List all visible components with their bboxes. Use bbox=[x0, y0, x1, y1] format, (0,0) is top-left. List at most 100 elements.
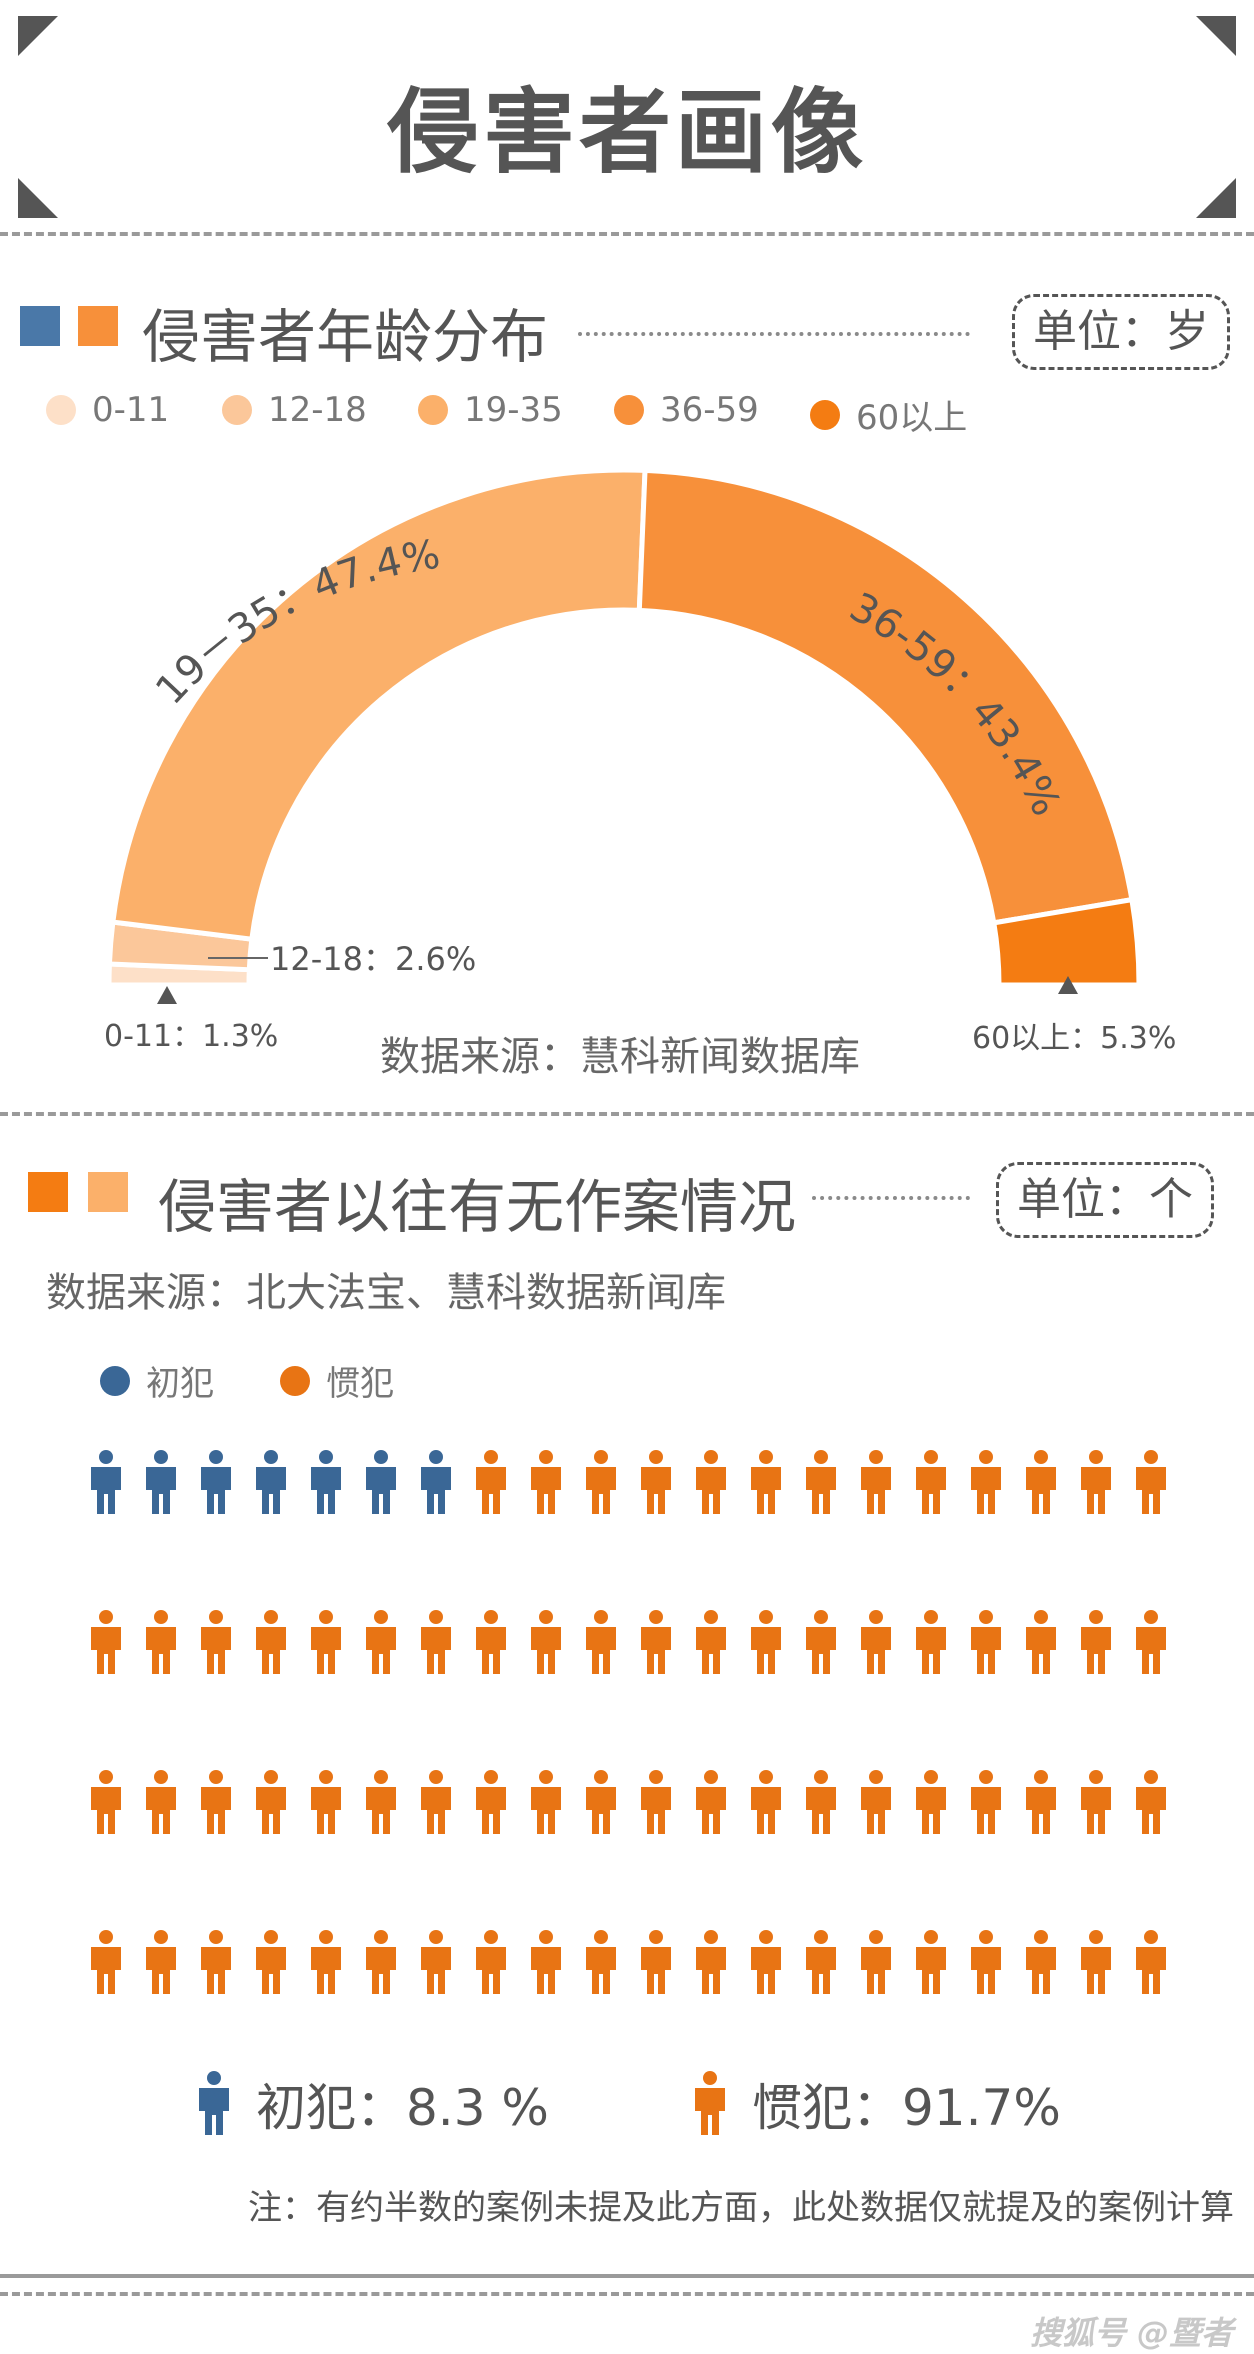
legend-dot bbox=[418, 395, 448, 425]
person-icon-repeat-offender bbox=[366, 1930, 396, 1994]
person-icon-repeat-offender bbox=[751, 1610, 781, 1674]
person-icon-repeat-offender bbox=[751, 1450, 781, 1514]
age-legend-item-1: 12-18 bbox=[222, 390, 367, 430]
legend-label: 初犯 bbox=[146, 1364, 214, 1404]
person-icon-first-offender bbox=[311, 1450, 341, 1514]
person-icon-repeat-offender bbox=[971, 1610, 1001, 1674]
person-icon-repeat-offender bbox=[1081, 1770, 1111, 1834]
person-icon-repeat-offender bbox=[256, 1610, 286, 1674]
slice-label-12-18: 12-18：2.6% bbox=[270, 940, 476, 978]
age-legend-item-2: 19-35 bbox=[418, 390, 563, 430]
corner-top-left bbox=[18, 16, 58, 56]
footnote: 注：有约半数的案例未提及此方面，此处数据仅就提及的案例计算 bbox=[248, 2188, 1234, 2228]
person-icon-repeat-offender bbox=[971, 1450, 1001, 1514]
legend-label: 19-35 bbox=[464, 390, 563, 430]
person-icon-repeat-offender bbox=[421, 1610, 451, 1674]
person-icon-repeat-offender bbox=[641, 1930, 671, 1994]
person-icon-repeat-offender bbox=[916, 1770, 946, 1834]
person-icon-repeat-offender bbox=[146, 1770, 176, 1834]
watermark: 搜狐号 @暨者 bbox=[1030, 2314, 1234, 2352]
corner-bottom-left bbox=[18, 178, 58, 218]
person-icon-repeat-offender bbox=[586, 1610, 616, 1674]
slice-label-60-plus: 60以上：5.3% bbox=[972, 1021, 1176, 1056]
person-icon-repeat-offender bbox=[641, 1450, 671, 1514]
person-icon-repeat-offender bbox=[1081, 1450, 1111, 1514]
header-square-light-orange bbox=[88, 1172, 128, 1212]
person-icon-repeat-offender bbox=[311, 1930, 341, 1994]
marker-0-11 bbox=[157, 986, 177, 1004]
legend-label: 0-11 bbox=[92, 390, 170, 430]
person-icon-repeat-offender bbox=[586, 1450, 616, 1514]
person-icon-repeat-offender bbox=[201, 1770, 231, 1834]
person-icon-repeat-offender bbox=[1081, 1930, 1111, 1994]
corner-top-right bbox=[1196, 16, 1236, 56]
person-icon-repeat-offender bbox=[861, 1610, 891, 1674]
person-icon-repeat-offender bbox=[531, 1610, 561, 1674]
person-icon-repeat-offender bbox=[1026, 1450, 1056, 1514]
age-semi-donut-chart: 19－35：47.4% 36-59：43.4% 12-18：2.6% 0-11：… bbox=[104, 467, 1176, 1056]
age-section-title: 侵害者年龄分布 bbox=[142, 303, 549, 371]
person-icon-repeat-offender bbox=[256, 1930, 286, 1994]
divider-middle bbox=[0, 1112, 1254, 1116]
person-icon-blue bbox=[199, 2071, 229, 2135]
summary-first-text: 初犯：8.3 % bbox=[256, 2079, 549, 2137]
dotted-leader bbox=[812, 1196, 970, 1200]
person-icon-repeat-offender bbox=[696, 1450, 726, 1514]
person-icon-first-offender bbox=[421, 1450, 451, 1514]
person-icon-repeat-offender bbox=[861, 1450, 891, 1514]
person-icon-repeat-offender bbox=[311, 1770, 341, 1834]
header-square-orange bbox=[78, 306, 118, 346]
person-icon-repeat-offender bbox=[91, 1770, 121, 1834]
person-icon-repeat-offender bbox=[531, 1770, 561, 1834]
person-icon-repeat-offender bbox=[476, 1610, 506, 1674]
person-icon-repeat-offender bbox=[1026, 1770, 1056, 1834]
person-icon-repeat-offender bbox=[1026, 1930, 1056, 1994]
person-icon-repeat-offender bbox=[476, 1770, 506, 1834]
person-icon-repeat-offender bbox=[366, 1770, 396, 1834]
person-icon-repeat-offender bbox=[641, 1770, 671, 1834]
divider-top bbox=[0, 232, 1254, 236]
person-icon-repeat-offender bbox=[971, 1930, 1001, 1994]
person-icon-repeat-offender bbox=[531, 1450, 561, 1514]
legend-label: 60以上 bbox=[856, 398, 968, 438]
age-legend-item-3: 36-59 bbox=[614, 390, 759, 430]
corner-bottom-right bbox=[1196, 178, 1236, 218]
header-square-dark-orange bbox=[28, 1172, 68, 1212]
page-title: 侵害者画像 bbox=[386, 79, 867, 186]
age-source: 数据来源：慧科新闻数据库 bbox=[380, 1034, 860, 1080]
person-icon-repeat-offender bbox=[861, 1770, 891, 1834]
record-section-title: 侵害者以往有无作案情况 bbox=[158, 1173, 797, 1241]
person-icon-repeat-offender bbox=[806, 1610, 836, 1674]
person-icon-repeat-offender bbox=[146, 1930, 176, 1994]
person-icon-repeat-offender bbox=[586, 1770, 616, 1834]
offender-pictogram bbox=[91, 1450, 1166, 1994]
legend-label: 36-59 bbox=[660, 390, 759, 430]
legend-dot bbox=[46, 395, 76, 425]
person-icon-repeat-offender bbox=[1136, 1770, 1166, 1834]
age-legend-item-0: 0-11 bbox=[46, 390, 169, 430]
legend-dot bbox=[222, 395, 252, 425]
person-icon-repeat-offender bbox=[916, 1450, 946, 1514]
person-icon-repeat-offender bbox=[201, 1610, 231, 1674]
legend-label: 惯犯 bbox=[326, 1364, 394, 1404]
person-icon-repeat-offender bbox=[1081, 1610, 1111, 1674]
legend-dot bbox=[280, 1365, 310, 1396]
header-square-blue bbox=[20, 306, 60, 346]
person-icon-repeat-offender bbox=[696, 1930, 726, 1994]
person-icon-repeat-offender bbox=[1136, 1930, 1166, 1994]
person-icon-repeat-offender bbox=[311, 1610, 341, 1674]
person-icon-first-offender bbox=[91, 1450, 121, 1514]
person-icon-repeat-offender bbox=[91, 1930, 121, 1994]
summary-repeat-text: 惯犯：91.7% bbox=[752, 2079, 1061, 2137]
person-icon-repeat-offender bbox=[751, 1770, 781, 1834]
legend-dot bbox=[614, 395, 644, 425]
person-icon-repeat-offender bbox=[146, 1610, 176, 1674]
legend-dot bbox=[810, 399, 840, 430]
person-icon-repeat-offender bbox=[421, 1770, 451, 1834]
record-unit-box: 单位：个 bbox=[996, 1162, 1214, 1238]
person-icon-repeat-offender bbox=[586, 1930, 616, 1994]
person-icon-repeat-offender bbox=[531, 1930, 561, 1994]
person-icon-repeat-offender bbox=[476, 1930, 506, 1994]
slice-19-35 bbox=[110, 467, 648, 942]
person-icon-first-offender bbox=[201, 1450, 231, 1514]
